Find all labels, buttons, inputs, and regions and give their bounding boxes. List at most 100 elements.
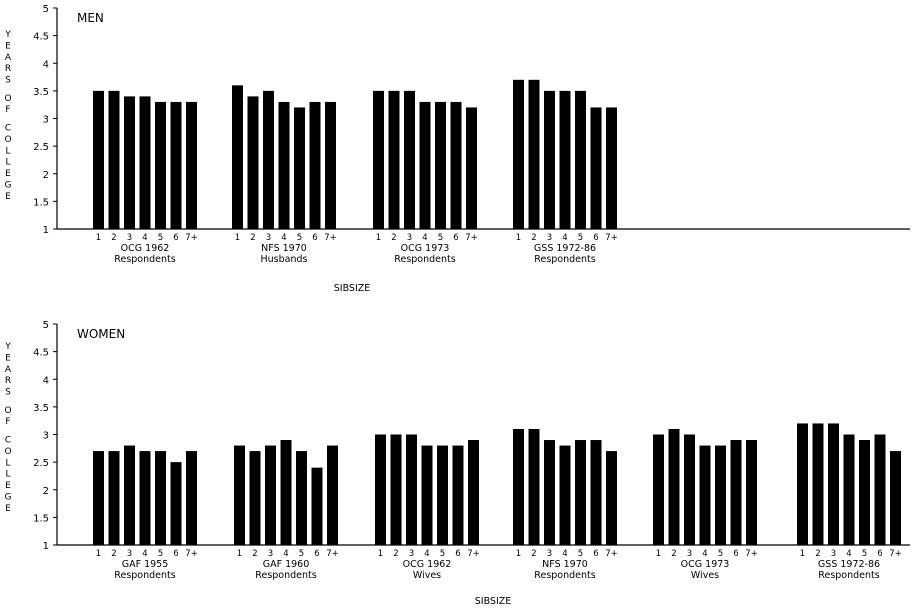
women-y-axis-label-char: Y (4, 342, 11, 352)
men-bar (124, 96, 135, 230)
women-bar (280, 440, 292, 545)
women-bar (249, 451, 261, 545)
men-group-label: NFS 1970 (261, 243, 307, 254)
men-bar (419, 101, 431, 229)
men-bar (528, 79, 540, 229)
women-y-tick-label: 5 (43, 320, 49, 331)
men-y-axis-label-char: E (5, 169, 11, 179)
women-category-label: 4 (562, 549, 567, 559)
men-y-axis-label-char: R (5, 64, 11, 74)
men-y-axis-label-char: Y (4, 30, 11, 40)
men-y-axis-label-char: L (5, 146, 10, 156)
women-bar (513, 428, 524, 545)
women-category-label: 1 (237, 549, 242, 559)
men-bar (170, 101, 182, 229)
women-category-label: 5 (440, 549, 445, 559)
women-category-label: 1 (656, 549, 661, 559)
women-category-label: 6 (173, 549, 178, 559)
men-category-label: 2 (531, 233, 536, 243)
women-y-axis-label-char: L (5, 458, 10, 468)
men-panel-label: MEN (77, 11, 104, 25)
women-category-label: 6 (593, 549, 598, 559)
men-category-label: 3 (407, 233, 412, 243)
men-y-axis-label-char: E (5, 192, 11, 202)
women-bar (265, 445, 276, 545)
men-bar (93, 90, 104, 229)
women-y-tick-label: 2.5 (33, 458, 49, 469)
men-category-label: 5 (158, 233, 163, 243)
women-bar (812, 423, 824, 545)
women-bar (108, 451, 120, 545)
women-panel-label: WOMEN (77, 327, 125, 341)
women-category-label: 3 (268, 549, 273, 559)
women-category-label: 7+ (889, 549, 902, 559)
women-category-label: 7+ (745, 549, 758, 559)
women-category-label: 3 (127, 549, 132, 559)
men-category-label: 4 (142, 233, 147, 243)
men-category-label: 2 (111, 233, 116, 243)
women-y-tick-label: 3.5 (33, 403, 49, 414)
men-category-label: 7+ (324, 233, 337, 243)
women-bar (437, 445, 448, 545)
women-y-axis-label-char: O (4, 447, 11, 457)
women-bar (311, 467, 323, 545)
women-category-label: 5 (862, 549, 867, 559)
men-category-label: 1 (96, 233, 101, 243)
men-category-label: 3 (547, 233, 552, 243)
women-category-label: 7+ (605, 549, 618, 559)
men-y-axis-label-char: C (5, 123, 11, 133)
men-category-label: 6 (453, 233, 458, 243)
women-category-label: 1 (378, 549, 383, 559)
men-category-label: 5 (297, 233, 302, 243)
men-category-label: 4 (562, 233, 567, 243)
women-y-axis-label-char: L (5, 470, 10, 480)
men-category-label: 1 (516, 233, 521, 243)
women-category-label: 2 (111, 549, 116, 559)
men-bar (325, 101, 336, 229)
men-category-label: 1 (376, 233, 381, 243)
men-y-tick-label: 4.5 (33, 32, 49, 43)
men-category-label: 3 (127, 233, 132, 243)
women-y-axis-label-char: G (5, 492, 12, 502)
women-category-label: 1 (800, 549, 805, 559)
women-group-sublabel: Wives (691, 570, 719, 581)
women-y-tick-label: 3 (43, 431, 49, 442)
men-y-tick-label: 2.5 (33, 142, 49, 153)
women-y-axis-label-char: E (5, 504, 11, 514)
women-bar (155, 451, 166, 545)
women-bar (93, 451, 104, 545)
men-bar (404, 90, 415, 229)
women-group-label: GAF 1960 (263, 559, 310, 570)
men-group-sublabel: Respondents (114, 254, 175, 265)
women-y-tick-label: 4.5 (33, 348, 49, 359)
women-category-label: 3 (831, 549, 836, 559)
women-y-axis-label-char: O (4, 406, 11, 416)
women-category-label: 3 (409, 549, 414, 559)
women-category-label: 2 (393, 549, 398, 559)
women-y-axis-label-char: C (5, 435, 11, 445)
women-bar (730, 440, 742, 545)
men-y-axis-label-char: O (4, 135, 11, 145)
men-category-label: 2 (391, 233, 396, 243)
women-bar (797, 423, 808, 545)
men-bar (373, 90, 384, 229)
men-bar (263, 90, 274, 229)
men-y-tick-label: 1.5 (33, 197, 49, 208)
women-category-label: 6 (877, 549, 882, 559)
women-category-label: 6 (455, 549, 460, 559)
women-category-label: 3 (547, 549, 552, 559)
men-category-label: 6 (173, 233, 178, 243)
women-category-label: 2 (671, 549, 676, 559)
women-bar (859, 440, 870, 545)
men-category-label: 7+ (185, 233, 198, 243)
women-y-axis-label-char: A (5, 365, 12, 375)
men-y-axis-label-char: S (5, 76, 11, 86)
women-y-axis-label-char: F (5, 417, 10, 427)
women-y-tick-label: 4 (43, 375, 49, 386)
women-y-axis-label-char: R (5, 376, 11, 386)
women-bar (406, 434, 417, 545)
men-y-axis-label-char: L (5, 158, 10, 168)
women-category-label: 4 (142, 549, 147, 559)
women-group-sublabel: Respondents (534, 570, 595, 581)
